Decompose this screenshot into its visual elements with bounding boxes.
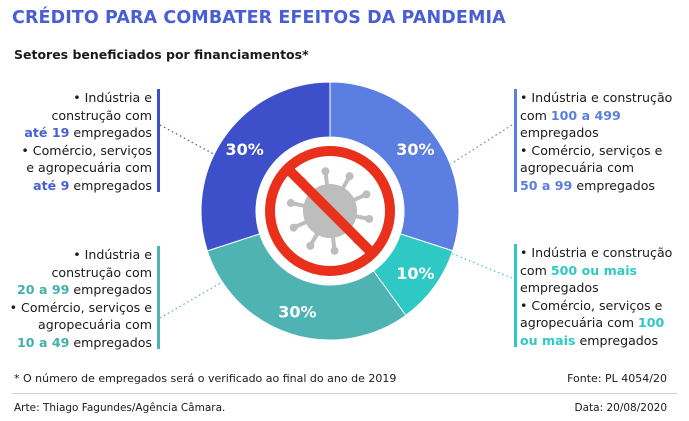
block-line: até 9 empregados: [10, 177, 152, 195]
block-line: 10 a 49 empregados: [4, 334, 152, 352]
block-text: com: [520, 107, 551, 123]
slice-label: 30%: [396, 140, 434, 159]
donut-slice: [200, 81, 331, 252]
block-line: empregados: [520, 125, 599, 140]
block-text: empregados: [69, 282, 152, 297]
block-line: • Comércio, serviços e: [520, 297, 663, 313]
virus-icon: [286, 167, 374, 255]
block-text: empregados: [69, 125, 152, 140]
highlight-range: 20 a 99: [17, 282, 70, 297]
leader-line: [442, 249, 513, 279]
block-text: empregados: [575, 332, 659, 348]
leader-line: [159, 124, 259, 179]
page-title: CRÉDITO PARA COMBATER EFEITOS DA PANDEMI…: [12, 8, 506, 28]
donut-slice: [206, 233, 407, 341]
block-line: até 19 empregados: [10, 124, 152, 142]
block-line: • Comércio, serviços e: [520, 142, 663, 158]
leader-line: [431, 124, 513, 177]
highlight-range: até 19: [24, 125, 70, 140]
highlight-range: 100: [637, 315, 665, 330]
slice-label: 30%: [278, 302, 316, 321]
leader-line: [159, 272, 239, 319]
block-line: • Indústria e: [73, 90, 152, 105]
text-block-top-right: • Indústria e construção com 100 a 499 e…: [520, 89, 685, 194]
block-line: • Comércio, serviços: [21, 142, 152, 158]
donut-slice: [329, 81, 460, 252]
highlight-range: até 9: [33, 177, 70, 193]
block-line: • Indústria e construção: [520, 90, 673, 105]
block-line: • Comércio, serviços e: [9, 299, 152, 315]
block-text: agropecuária com: [520, 315, 638, 330]
block-line: construção com: [51, 107, 152, 123]
highlight-range: 50 a 99: [520, 177, 573, 193]
prohibited-sign-icon: [265, 146, 395, 276]
block-line: empregados: [520, 280, 599, 295]
accent-bar-bottom-right: [514, 244, 517, 347]
highlight-range: 100 a 499: [550, 107, 621, 123]
text-block-bottom-left: • Indústria e construção com 20 a 99 emp…: [4, 246, 152, 351]
slice-label: 10%: [396, 264, 434, 283]
accent-bar-bottom-left: [157, 246, 160, 349]
block-line: • Indústria e: [73, 247, 152, 262]
block-line: com 100 a 499: [520, 107, 685, 125]
highlight-range: ou mais: [520, 332, 576, 348]
donut-slice: [372, 233, 454, 317]
chart-subtitle: Setores beneficiados por financiamentos*: [14, 47, 309, 62]
block-line: agropecuária com: [520, 160, 634, 175]
credit-note: Arte: Thiago Fagundes/Agência Câmara.: [14, 402, 226, 414]
accent-bar-top-right: [514, 89, 517, 192]
block-line: 50 a 99 empregados: [520, 177, 685, 195]
accent-bar-top-left: [157, 89, 160, 192]
divider: [12, 393, 677, 394]
text-block-top-left: • Indústria e construção com até 19 empr…: [10, 89, 152, 194]
block-line: • Indústria e construção: [520, 245, 673, 260]
block-line: com 500 ou mais: [520, 262, 685, 280]
block-text: empregados: [69, 334, 152, 350]
block-line: construção com: [51, 264, 152, 280]
block-text: empregados: [69, 177, 152, 193]
date-note: Data: 20/08/2020: [574, 402, 667, 414]
block-text: com: [520, 262, 551, 278]
slice-label: 30%: [226, 140, 264, 159]
block-line: ou mais empregados: [520, 332, 685, 350]
block-line: agropecuária com 100: [520, 314, 685, 332]
block-text: empregados: [572, 177, 655, 193]
source-note: Fonte: PL 4054/20: [567, 372, 667, 385]
block-line: e agropecuária com: [26, 160, 152, 175]
block-line: 20 a 99 empregados: [4, 281, 152, 299]
footnote: * O número de empregados será o verifica…: [14, 372, 397, 385]
text-block-bottom-right: • Indústria e construção com 500 ou mais…: [520, 244, 685, 349]
highlight-range: 10 a 49: [17, 334, 70, 350]
highlight-range: 500 ou mais: [550, 262, 638, 278]
block-line: agropecuária com: [38, 317, 152, 332]
